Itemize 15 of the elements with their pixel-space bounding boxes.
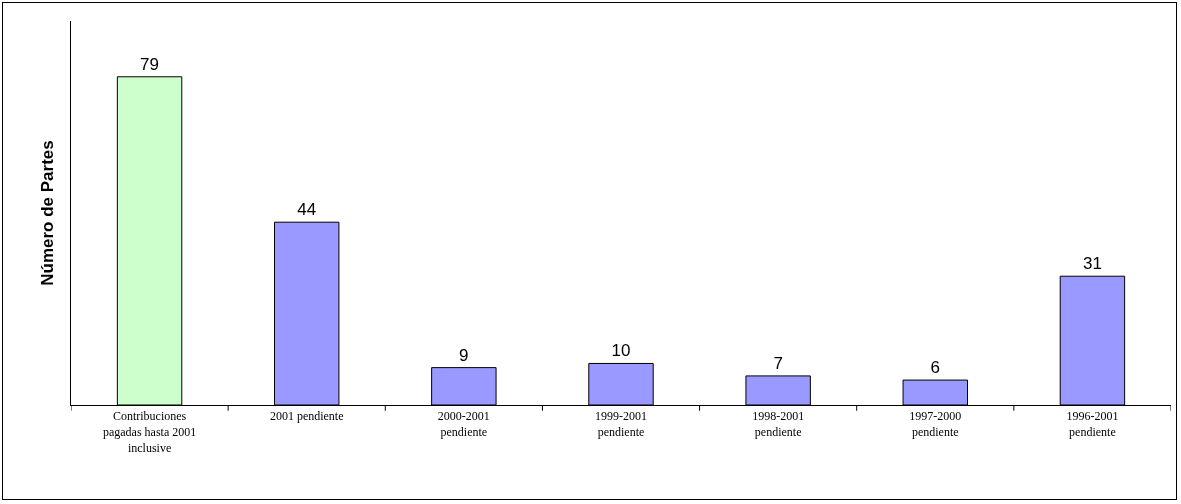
data-label: 6 xyxy=(930,358,941,378)
y-axis-title: Número de Partes xyxy=(37,140,57,286)
data-label: 10 xyxy=(611,341,631,361)
x-tick-label: 1997-2000 pendiente xyxy=(909,409,962,439)
x-tick-label: 2000-2001 pendiente xyxy=(437,409,490,439)
x-tick-label: 1998-2001 pendiente xyxy=(752,409,805,439)
data-label: 9 xyxy=(459,345,469,365)
x-tick-label: 2001 pendiente xyxy=(269,409,344,424)
data-label: 79 xyxy=(140,54,160,74)
data-label: 44 xyxy=(297,200,317,220)
x-tick-label: 1996-2001 pendiente xyxy=(1066,409,1119,439)
x-tick-label: 1999-2001 pendiente xyxy=(595,409,647,439)
x-tick-label: Contribuciones pagadas hasta 2001 inclusive xyxy=(102,409,197,455)
data-label: 31 xyxy=(1082,254,1102,274)
data-label: 7 xyxy=(773,353,783,373)
